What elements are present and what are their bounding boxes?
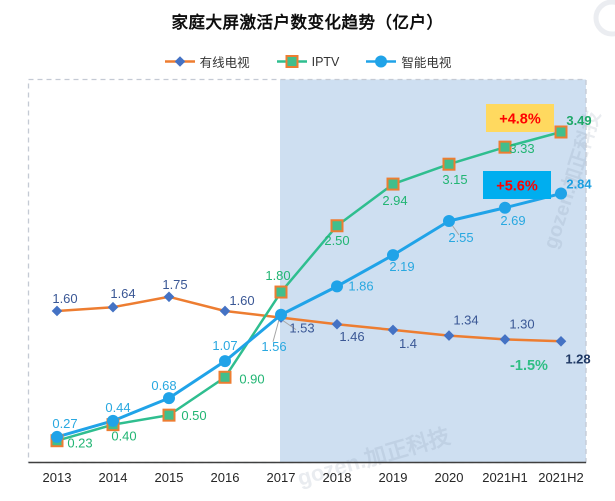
- legend-label-cable-tv: 有线电视: [199, 56, 250, 70]
- value-label-s0-3: 1.60: [229, 293, 254, 308]
- growth-box-s2: [483, 171, 551, 199]
- smart-tv-legend-marker-icon: [366, 55, 397, 68]
- circle-marker: [375, 55, 388, 68]
- value-label-s1-5: 2.50: [324, 233, 349, 248]
- value-label-s0-2: 1.75: [162, 277, 187, 292]
- circle-marker: [387, 249, 399, 262]
- diamond-marker: [174, 56, 185, 67]
- series-line-1: [56, 130, 562, 442]
- square-marker: [442, 157, 456, 171]
- x-axis-label-2017: 2017: [267, 470, 296, 485]
- value-label-s2-7: 2.55: [448, 230, 473, 245]
- label-leader-line: [272, 319, 280, 342]
- diamond-marker: [387, 324, 399, 336]
- chart-legend: 有线电视 IPTV 智能电视: [0, 52, 615, 71]
- cable-tv-legend-marker-icon: [164, 56, 195, 67]
- x-axis-label-2020: 2020: [435, 470, 464, 485]
- circle-marker: [163, 392, 175, 405]
- value-label-s0-5: 1.46: [339, 329, 364, 344]
- circle-marker: [51, 430, 63, 443]
- value-label-s0-7: 1.34: [453, 313, 478, 328]
- legend-label-iptv: IPTV: [311, 54, 340, 69]
- value-label-s2-4: 1.56: [261, 339, 286, 354]
- square-marker: [386, 177, 400, 191]
- legend-label-smart-tv: 智能电视: [401, 56, 452, 70]
- circle-marker: [275, 308, 287, 321]
- highlight-region: [280, 79, 586, 463]
- value-label-s2-9: 2.84: [566, 177, 592, 192]
- value-label-s1-2: 0.50: [181, 408, 206, 423]
- x-axis-label-2018: 2018: [323, 470, 352, 485]
- growth-box-s1: [486, 104, 554, 132]
- chart-title: 家庭大屏激活户数变化趋势（亿户）: [171, 14, 444, 32]
- diamond-marker: [51, 305, 63, 317]
- square-marker: [274, 285, 288, 299]
- value-label-s1-8: 3.33: [509, 141, 534, 156]
- value-label-s1-6: 2.94: [382, 193, 407, 208]
- diamond-marker: [499, 334, 511, 345]
- circle-marker: [107, 414, 119, 427]
- value-label-s2-5: 1.86: [348, 278, 373, 293]
- legend-item-cable-tv[interactable]: 有线电视: [164, 52, 250, 71]
- value-label-s0-0: 1.60: [52, 291, 77, 306]
- value-label-s2-2: 0.68: [151, 378, 176, 393]
- diamond-marker: [443, 330, 455, 341]
- value-label-s0-4: 1.53: [289, 321, 314, 336]
- value-label-s1-1: 0.40: [111, 429, 136, 444]
- value-label-s2-8: 2.69: [500, 213, 525, 228]
- value-label-s1-0: 0.23: [67, 436, 92, 451]
- diamond-marker: [331, 318, 343, 330]
- square-marker: [330, 219, 344, 233]
- x-axis-label-2021H2: 2021H2: [538, 470, 584, 485]
- value-label-s0-9: 1.28: [565, 351, 590, 366]
- growth-label-s0: -1.5%: [510, 358, 548, 374]
- growth-label-s2: +5.6%: [496, 179, 538, 195]
- value-label-s2-1: 0.44: [105, 400, 130, 415]
- x-axis-label-2013: 2013: [43, 470, 72, 485]
- x-axis-label-2021H1: 2021H1: [482, 470, 528, 485]
- value-label-s0-6: 1.4: [399, 336, 417, 351]
- label-leader-line: [282, 320, 297, 331]
- value-label-s1-4: 1.80: [265, 268, 290, 283]
- iptv-legend-marker-icon: [276, 55, 307, 68]
- circle-marker: [443, 215, 455, 228]
- circle-marker: [499, 201, 511, 214]
- x-axis-label-2014: 2014: [99, 470, 128, 485]
- growth-label-s1: +4.8%: [499, 112, 541, 128]
- value-label-s1-3: 0.90: [239, 371, 264, 386]
- circle-marker: [555, 187, 567, 200]
- x-axis-label-2019: 2019: [379, 470, 408, 485]
- value-label-s2-3: 1.07: [212, 338, 237, 353]
- square-marker: [218, 370, 232, 384]
- value-label-s0-8: 1.30: [509, 316, 534, 331]
- circle-marker: [219, 355, 231, 368]
- circle-marker: [331, 280, 343, 293]
- legend-item-iptv[interactable]: IPTV: [276, 54, 340, 69]
- value-label-s1-7: 3.15: [442, 172, 467, 187]
- square-marker: [554, 125, 568, 139]
- square-marker: [162, 408, 176, 422]
- value-label-s2-0: 0.27: [52, 416, 77, 431]
- diamond-marker: [107, 301, 119, 313]
- value-label-s2-6: 2.19: [389, 259, 414, 274]
- legend-item-smart-tv[interactable]: 智能电视: [365, 52, 451, 71]
- value-label-s0-1: 1.64: [110, 286, 135, 301]
- square-marker: [285, 55, 299, 68]
- square-marker: [498, 140, 512, 154]
- series-line-0: [56, 295, 562, 343]
- diamond-marker: [163, 291, 175, 303]
- diamond-marker: [555, 335, 567, 347]
- watermark-logo: [593, 0, 615, 37]
- series-line-2: [56, 192, 562, 439]
- value-label-s1-9: 3.49: [566, 113, 591, 128]
- label-leader-line: [451, 224, 460, 236]
- diamond-marker: [219, 305, 231, 317]
- x-axis-label-2015: 2015: [155, 470, 184, 485]
- x-axis-label-2016: 2016: [211, 470, 240, 485]
